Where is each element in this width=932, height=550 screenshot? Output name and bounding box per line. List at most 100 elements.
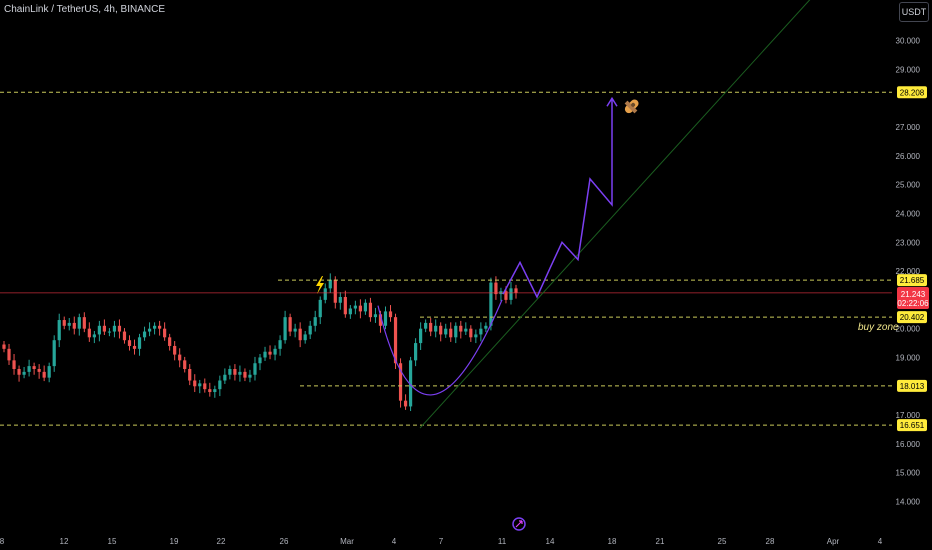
level-label: 16.651 xyxy=(900,421,925,430)
x-tick-label: 22 xyxy=(217,537,226,546)
candle-body xyxy=(398,363,403,401)
y-tick-label: 17.000 xyxy=(896,411,921,420)
candle-body xyxy=(213,389,217,393)
candle-body xyxy=(238,371,242,375)
lightning-icon xyxy=(316,276,324,294)
x-tick-label: 26 xyxy=(280,537,289,546)
candle-body xyxy=(52,340,56,367)
candle-body xyxy=(147,328,152,332)
y-tick-label: 14.000 xyxy=(896,497,921,506)
candle-body xyxy=(434,325,438,332)
candle-body xyxy=(12,360,16,369)
candles-group xyxy=(2,273,518,412)
candle-body xyxy=(454,325,458,338)
candle-body xyxy=(419,328,423,344)
candle-body xyxy=(449,328,453,338)
candle-body xyxy=(464,328,468,332)
candle-body xyxy=(17,368,21,375)
candle-body xyxy=(178,354,182,361)
candle-body xyxy=(504,291,508,300)
candle-body xyxy=(77,317,81,329)
candle-body xyxy=(218,380,222,390)
candle-body xyxy=(368,302,373,318)
candle-body xyxy=(469,328,473,338)
x-tick-label: Apr xyxy=(827,537,840,546)
candle-body xyxy=(137,337,142,349)
x-tick-label: 7 xyxy=(439,537,444,546)
candle-body xyxy=(343,296,347,315)
candle-body xyxy=(258,357,262,364)
y-tick-label: 27.000 xyxy=(896,123,921,132)
candle-body xyxy=(193,380,197,387)
level-label: 21.685 xyxy=(900,276,925,285)
y-tick-label: 29.000 xyxy=(896,65,921,74)
candle-body xyxy=(102,325,106,332)
currency-button[interactable]: USDT xyxy=(899,2,929,22)
candle-body xyxy=(228,368,232,375)
candle-body xyxy=(288,317,292,332)
current-price-label: 21.243 xyxy=(901,290,926,299)
y-tick-label: 26.000 xyxy=(896,152,921,161)
candle-body xyxy=(388,311,393,318)
candle-body xyxy=(298,328,302,341)
candle-body xyxy=(323,288,327,300)
candle-body xyxy=(308,325,312,335)
candle-body xyxy=(107,331,112,333)
candle-body xyxy=(489,282,493,326)
candle-body xyxy=(188,368,192,381)
price-axis: 30.000 29.000 27.000 26.000 25.000 24.000 23.0… xyxy=(896,37,921,507)
candle-body xyxy=(373,314,378,318)
x-tick-label: 15 xyxy=(108,537,117,546)
x-tick-label: 28 xyxy=(766,537,775,546)
candle-body xyxy=(338,296,342,303)
candle-body xyxy=(117,325,122,332)
candle-body xyxy=(408,360,413,407)
candle-body xyxy=(318,299,322,318)
candle-body xyxy=(67,322,71,326)
level-label-box xyxy=(897,311,927,324)
candle-body xyxy=(444,328,448,335)
x-tick-label: 11 xyxy=(498,537,507,546)
candle-body xyxy=(233,368,237,375)
candle-body xyxy=(268,351,272,355)
candle-body xyxy=(208,389,212,393)
x-tick-label: 8 xyxy=(0,537,5,546)
countdown-label: 02:22:06 xyxy=(897,299,929,308)
candle-body xyxy=(72,322,76,329)
candle-body xyxy=(353,305,357,309)
candle-body xyxy=(514,288,518,293)
candle-body xyxy=(203,383,207,390)
candle-body xyxy=(484,325,488,329)
candle-body xyxy=(414,343,418,361)
candle-body xyxy=(92,334,96,338)
y-tick-label: 25.000 xyxy=(896,181,921,190)
candle-body xyxy=(152,325,157,329)
candle-body xyxy=(27,366,31,372)
candle-body xyxy=(509,288,513,300)
candle-body xyxy=(2,344,6,349)
candle-body xyxy=(183,360,187,369)
y-tick-label: 30.000 xyxy=(896,37,921,46)
candle-body xyxy=(383,311,388,326)
candle-body xyxy=(22,371,26,375)
candle-body xyxy=(223,374,227,381)
y-tick-label: 19.000 xyxy=(896,353,921,362)
y-tick-label: 20.000 xyxy=(896,325,921,334)
candle-body xyxy=(248,374,252,378)
x-tick-label: 12 xyxy=(60,537,69,546)
candle-body xyxy=(127,340,132,346)
candle-body xyxy=(97,325,101,335)
candle-body xyxy=(429,322,433,332)
y-tick-label: 15.000 xyxy=(896,469,921,478)
projection-arrowhead xyxy=(606,96,618,107)
candle-body xyxy=(82,317,86,329)
candle-body xyxy=(47,366,51,378)
candle-body xyxy=(358,305,362,312)
candle-body xyxy=(243,371,247,378)
projection-path xyxy=(502,98,613,299)
level-label: 28.208 xyxy=(900,88,925,97)
candle-body xyxy=(62,320,66,326)
candle-body xyxy=(142,331,147,338)
candle-body xyxy=(348,308,352,315)
